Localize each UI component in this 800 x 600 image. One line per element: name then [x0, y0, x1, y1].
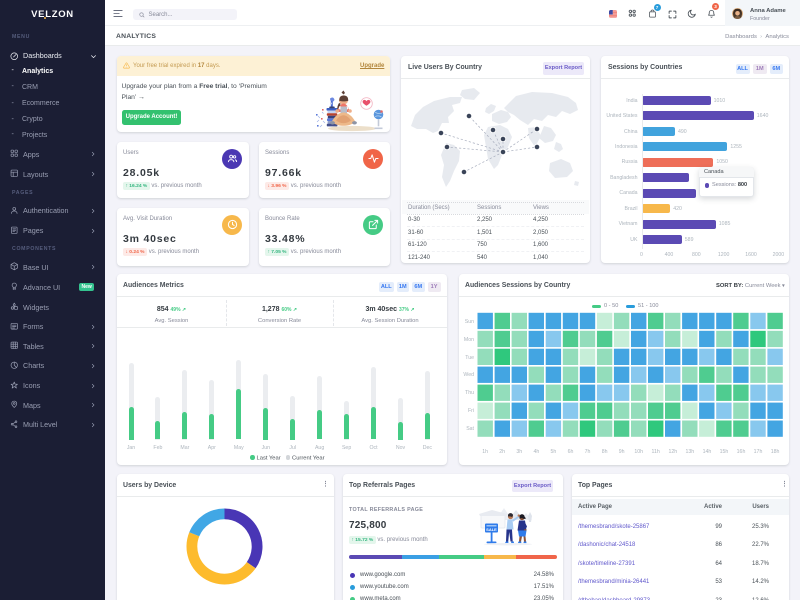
svg-text:SALE: SALE	[486, 527, 497, 532]
